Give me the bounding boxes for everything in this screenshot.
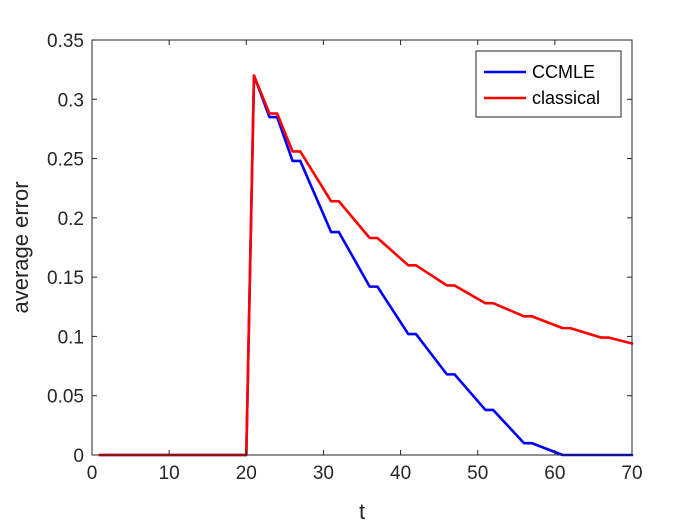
y-tick-label: 0.25: [47, 150, 84, 171]
y-tick-label: 0.2: [58, 209, 84, 230]
x-tick-label: 70: [621, 463, 642, 484]
y-tick-label: 0.05: [47, 387, 84, 408]
x-tick-label: 20: [236, 463, 257, 484]
axes-box: [91, 39, 633, 456]
x-axis: 0 10 20 30 40 50 60 70: [87, 40, 643, 484]
legend-box: [475, 50, 622, 118]
y-axis: 0 0.05 0.1 0.15 0.2 0.25 0.3 0.35: [47, 31, 632, 467]
x-axis-label: t: [359, 499, 365, 524]
y-tick-label: 0.1: [58, 327, 84, 348]
y-tick-label: 0: [73, 446, 84, 467]
series-line-classical: [98, 74, 634, 457]
x-tick-label: 40: [390, 463, 411, 484]
x-tick-label: 30: [313, 463, 334, 484]
y-tick-label: 0.15: [47, 268, 84, 289]
x-tick-label: 0: [87, 463, 98, 484]
x-tick-label: 60: [544, 463, 565, 484]
legend-label: CCMLE: [532, 62, 595, 82]
y-axis-label: average error: [8, 181, 33, 313]
x-tick-label: 10: [159, 463, 180, 484]
series-layer: [98, 74, 634, 457]
x-tick-label: 50: [467, 463, 488, 484]
legend-label: classical: [532, 88, 600, 108]
y-tick-label: 0.3: [58, 90, 84, 111]
series-line-ccmle: [98, 74, 634, 457]
y-tick-label: 0.35: [47, 31, 84, 52]
legend: CCMLE classical: [475, 50, 622, 118]
